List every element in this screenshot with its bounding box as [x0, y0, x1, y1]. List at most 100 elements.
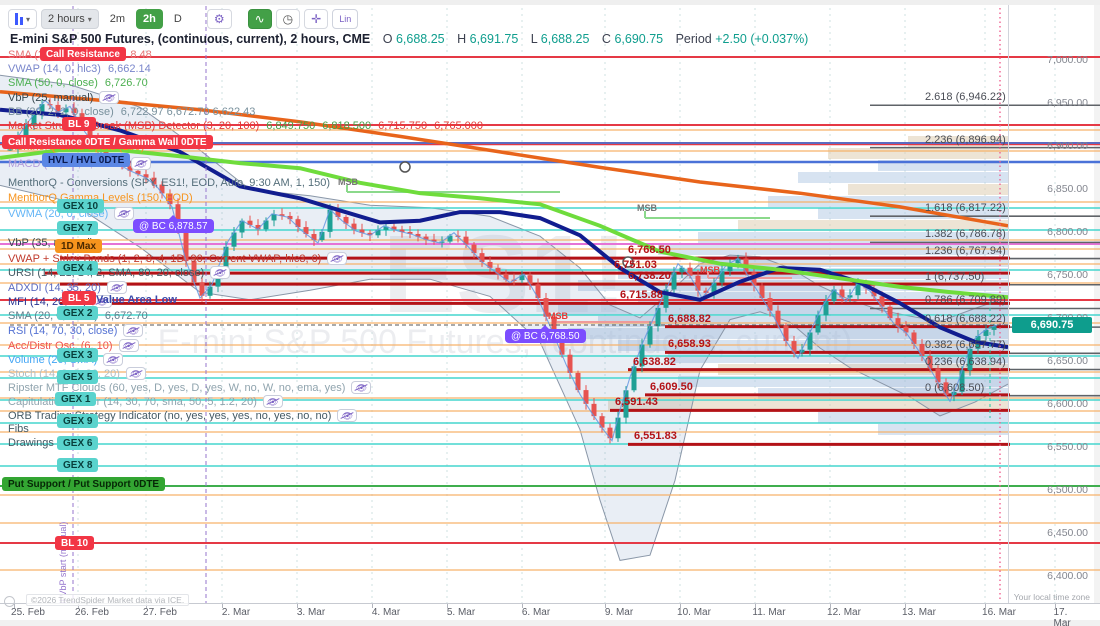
level-badge[interactable]: @ BC 6,878.57	[133, 215, 214, 233]
timeframe-2m-button[interactable]: 2m	[109, 13, 126, 25]
price-axis-tick: 6,900.00	[1047, 140, 1088, 152]
indicator-row[interactable]: Capitulation Finder (14, 30, 70, sma, 50…	[8, 395, 283, 409]
symbol-title[interactable]: E-mini S&P 500 Futures, (continuous, cur…	[10, 32, 371, 46]
chart-type-button[interactable]: ▾	[8, 9, 38, 29]
visibility-eye-icon[interactable]: 👁	[210, 266, 231, 279]
level-badge[interactable]: GEX 2	[57, 306, 99, 320]
level-badge[interactable]: GEX 6	[57, 436, 99, 450]
indicator-row[interactable]: URSI (14, 21, 14, 2, SMA, 80, 20, close)…	[8, 266, 231, 280]
visibility-eye-icon[interactable]: 👁	[106, 281, 127, 294]
level-badge[interactable]: GEX 1	[55, 392, 97, 406]
compare-button[interactable]: ✛	[304, 9, 329, 29]
visibility-eye-icon[interactable]: 👁	[118, 339, 139, 352]
visibility-eye-icon[interactable]: 👁	[114, 207, 135, 220]
level-badge[interactable]: GEX 9	[57, 414, 99, 428]
candle-body	[519, 275, 525, 281]
visibility-eye-icon[interactable]: 👁	[351, 381, 372, 394]
indicator-row[interactable]: Fibs	[8, 423, 29, 436]
level-badge[interactable]: Put Support / Put Support 0DTE	[2, 477, 166, 491]
indicator-row[interactable]: VWAP (14, 0, hlc3) 6,662.14	[8, 63, 151, 76]
price-axis[interactable]: 7,000.00 6,950.00 6,900.00 6,850.00 6,800.00…	[1008, 5, 1094, 603]
visibility-eye-icon[interactable]: 👁	[327, 252, 348, 265]
price-axis-tick: 6,450.00	[1047, 527, 1088, 539]
volume-profile-bar	[828, 148, 1008, 159]
level-badge[interactable]: BL 5	[62, 291, 96, 305]
candle-body	[807, 332, 813, 350]
fib-level-label: 1 (6,737.50)	[925, 270, 985, 283]
indicator-row[interactable]: SMA (50, 0, close) 6,726.70	[8, 77, 148, 90]
visibility-eye-icon[interactable]: 👁	[99, 91, 120, 104]
candle-body	[735, 258, 741, 264]
candle-body	[271, 214, 277, 221]
level-badge[interactable]: GEX 4	[57, 261, 99, 275]
high-label: H	[457, 32, 467, 46]
price-axis-tick: 7,000.00	[1047, 54, 1088, 66]
candle-body	[527, 275, 533, 285]
timeframe-d-button[interactable]: D	[173, 13, 182, 25]
indicator-row[interactable]: Drawings	[8, 437, 54, 450]
candle-body	[639, 344, 645, 367]
level-badge[interactable]: Call Resistance 0DTE / Gamma Wall 0DTE	[2, 135, 213, 149]
time-axis-tick-mark	[680, 604, 681, 608]
candle-body	[311, 234, 317, 241]
indicator-row[interactable]: RSI (14, 70, 30, close) 👁	[8, 324, 144, 338]
level-badge[interactable]: BL 10	[55, 536, 95, 550]
indicator-label: VWAP + Stdev Bands (1, 2, 3, 4, 1D, 90, …	[8, 253, 322, 265]
indicator-row[interactable]: Ripster MTF Clouds (60, yes, D, yes, D, …	[8, 381, 372, 395]
indicator-row[interactable]: BB (20, 2, 2, 0, close) 6,722.97 6,672.70…	[8, 106, 255, 119]
indicators-button[interactable]: ∿	[247, 9, 272, 29]
level-badge[interactable]: 1D Max	[55, 239, 103, 253]
indicator-value: 6,765.000	[434, 120, 484, 132]
candle-body	[799, 349, 805, 353]
candle-body	[775, 310, 781, 326]
trendspider-logo-icon[interactable]	[4, 596, 15, 607]
level-badge[interactable]: @ BC 6,768.50	[505, 325, 586, 343]
scrollbar[interactable]	[1094, 5, 1100, 603]
candle-body	[815, 315, 821, 333]
candle-body	[903, 326, 909, 333]
indicator-label: VWAP (14, 0, hlc3)	[8, 63, 101, 75]
time-axis[interactable]: 25. Feb 26. Feb 27. Feb 2. Mar 3. Mar 4. Mar 5…	[0, 603, 1100, 626]
level-badge[interactable]: BL 9	[62, 117, 96, 131]
settings-button[interactable]: ⚙	[206, 9, 232, 29]
visibility-eye-icon[interactable]: 👁	[103, 353, 124, 366]
candle-body	[623, 390, 629, 418]
visibility-eye-icon[interactable]: 👁	[131, 157, 152, 170]
candle-body	[559, 335, 565, 355]
fib-level-label: 1.236 (6,767.94)	[925, 244, 1006, 257]
level-badge[interactable]: GEX 5	[57, 370, 99, 384]
indicator-row[interactable]: VbP (25, manual) 👁	[8, 91, 120, 105]
indicator-row[interactable]: MenthorQ - Conversions (SPY, ES1!, EOD, …	[8, 177, 330, 190]
candle-body	[487, 261, 493, 268]
level-badge[interactable]: GEX 8	[57, 458, 99, 472]
visibility-eye-icon[interactable]: 👁	[262, 395, 283, 408]
candle-body	[935, 368, 941, 383]
time-axis-tick-mark	[297, 604, 298, 608]
candle-body	[951, 391, 957, 396]
level-badge[interactable]: GEX 7	[57, 221, 99, 235]
time-axis-label: 11. Mar	[752, 607, 786, 618]
time-axis-tick-mark	[522, 604, 523, 608]
candle-body	[127, 166, 133, 171]
high-value: 6,691.75	[469, 32, 519, 46]
level-badge[interactable]: GEX 3	[57, 348, 99, 362]
visibility-eye-icon[interactable]: 👁	[123, 324, 144, 337]
time-settings-button[interactable]: ◷	[275, 9, 301, 29]
timeframe-2h-button[interactable]: 2h	[136, 9, 163, 29]
key-level-price-label: 6,688.82	[668, 312, 711, 325]
level-badge[interactable]: GEX 10	[57, 199, 105, 213]
key-level-price-label: 6,551.83	[634, 430, 677, 443]
visibility-eye-icon[interactable]: 👁	[125, 367, 146, 380]
volume-profile-bar	[908, 136, 1008, 147]
candle-body	[967, 348, 973, 371]
indicator-row[interactable]: MenthorQ Gamma Levels (150, EOD)	[8, 192, 193, 205]
indicator-label: URSI (14, 21, 14, 2, SMA, 80, 20, close)	[8, 267, 205, 279]
timeframe-dropdown[interactable]: 2 hours ▾	[41, 9, 99, 29]
candle-body	[263, 220, 269, 230]
level-badge[interactable]: HVL / HVL 0DTE	[42, 153, 131, 167]
level-badge[interactable]: Call Resistance	[40, 47, 126, 61]
timezone-note[interactable]: Your local time zone	[1013, 592, 1090, 602]
visibility-eye-icon[interactable]: 👁	[337, 409, 358, 422]
linear-scale-button[interactable]: Lin	[332, 9, 359, 29]
